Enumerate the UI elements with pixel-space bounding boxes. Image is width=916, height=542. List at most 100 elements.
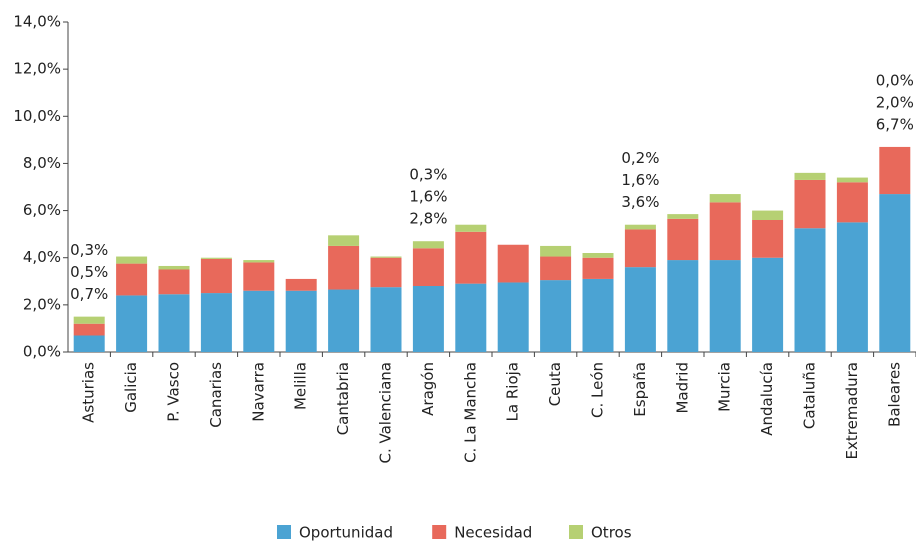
bar-segment	[624, 224, 656, 230]
bar-segment	[455, 224, 487, 232]
bar-segment	[455, 283, 487, 352]
bar-segment	[709, 194, 741, 203]
x-tick-label: Melilla	[292, 362, 310, 410]
x-tick-label: Aragón	[419, 362, 437, 416]
bar-segment	[200, 257, 232, 259]
bar-segment	[370, 256, 402, 258]
x-tick-label: C. León	[589, 362, 607, 418]
data-label: 3,6%	[621, 193, 659, 211]
bar-segment	[624, 229, 656, 268]
x-tick-label: Navarra	[249, 362, 267, 422]
bar-segment	[624, 267, 656, 352]
x-tick-label: La Rioja	[504, 362, 522, 421]
bar-segment	[709, 202, 741, 261]
bar-segment	[412, 241, 444, 249]
bar-segment	[752, 220, 784, 258]
bar-segment	[752, 210, 784, 220]
bar-segment	[73, 316, 105, 324]
legend-swatch	[432, 525, 447, 539]
bar-segment	[116, 256, 148, 264]
bar-segment	[794, 228, 826, 352]
data-label: 0,7%	[70, 285, 108, 303]
bar-segment	[455, 231, 487, 284]
bar-segment	[582, 257, 614, 279]
bar-segment	[497, 282, 529, 352]
bar-segment	[328, 235, 360, 246]
bar-segment	[836, 222, 868, 352]
y-tick-label: 14,0%	[13, 13, 61, 31]
x-tick-label: Murcia	[716, 362, 734, 412]
bar-segment	[582, 253, 614, 258]
bar-segment	[116, 295, 148, 352]
x-tick-label: Asturias	[80, 362, 98, 423]
bar-segment	[370, 287, 402, 352]
bar-segment	[243, 260, 275, 263]
bar-segment	[285, 290, 317, 352]
bar-segment	[540, 280, 572, 352]
x-tick-label: C. La Mancha	[461, 362, 479, 463]
legend-label: Oportunidad	[299, 524, 393, 542]
bar-segment	[794, 172, 826, 180]
bar-segment	[412, 286, 444, 352]
x-tick-label: Canarias	[207, 362, 225, 428]
bar-segment	[879, 146, 911, 195]
y-tick-label: 4,0%	[23, 248, 61, 266]
data-label: 0,0%	[876, 71, 914, 89]
bar-segment	[582, 278, 614, 352]
y-tick-label: 0,0%	[23, 343, 61, 361]
x-tick-label: Cataluña	[801, 362, 819, 429]
bar-segment	[836, 182, 868, 223]
data-label: 6,7%	[876, 115, 914, 133]
bar-segment	[794, 179, 826, 229]
bar-segment	[836, 177, 868, 183]
y-tick-label: 10,0%	[13, 107, 61, 125]
data-label: 0,3%	[70, 241, 108, 259]
bar-segment	[200, 258, 232, 294]
bar-segment	[667, 214, 699, 219]
y-tick-label: 12,0%	[13, 60, 61, 78]
bar-segment	[540, 256, 572, 281]
data-label: 2,8%	[409, 210, 447, 228]
x-tick-label: Galicia	[122, 362, 140, 413]
data-label: 1,6%	[409, 188, 447, 206]
x-tick-label: Baleares	[885, 362, 903, 427]
bar-segment	[328, 245, 360, 290]
bar-segment	[243, 290, 275, 352]
bar-segment	[497, 244, 529, 283]
x-tick-label: Cantabria	[334, 362, 352, 435]
bar-segment	[285, 278, 317, 291]
bar-segment	[328, 289, 360, 352]
bar-segment	[116, 263, 148, 296]
bar-segment	[667, 260, 699, 352]
data-label: 2,0%	[876, 93, 914, 111]
bar-segment	[667, 218, 699, 261]
bar-segment	[73, 335, 105, 352]
x-tick-label: C. Valenciana	[377, 362, 395, 464]
legend-swatch	[569, 525, 583, 539]
bar-segment	[752, 257, 784, 352]
legend-swatch	[277, 525, 291, 539]
bar-segment	[412, 248, 444, 286]
bar-segment	[158, 269, 190, 295]
bar-segment	[73, 323, 105, 336]
x-tick-label: Andalucía	[758, 362, 776, 436]
legend-label: Otros	[591, 524, 632, 542]
x-tick-label: P. Vasco	[165, 362, 183, 422]
bar-segment	[200, 293, 232, 352]
bar-segment	[540, 245, 572, 257]
y-tick-label: 2,0%	[23, 295, 61, 313]
bar-segment	[370, 257, 402, 288]
bar-segment	[158, 265, 190, 270]
bar-segment	[709, 260, 741, 352]
y-tick-label: 8,0%	[23, 154, 61, 172]
x-tick-label: Ceuta	[546, 362, 564, 406]
data-label: 0,5%	[70, 263, 108, 281]
bar-segment	[879, 194, 911, 352]
bar-segment	[158, 294, 190, 352]
data-label: 0,3%	[409, 166, 447, 184]
data-label: 1,6%	[621, 171, 659, 189]
x-tick-label: Extremadura	[843, 362, 861, 460]
bar-segment	[243, 262, 275, 291]
x-tick-label: Madrid	[673, 362, 691, 414]
